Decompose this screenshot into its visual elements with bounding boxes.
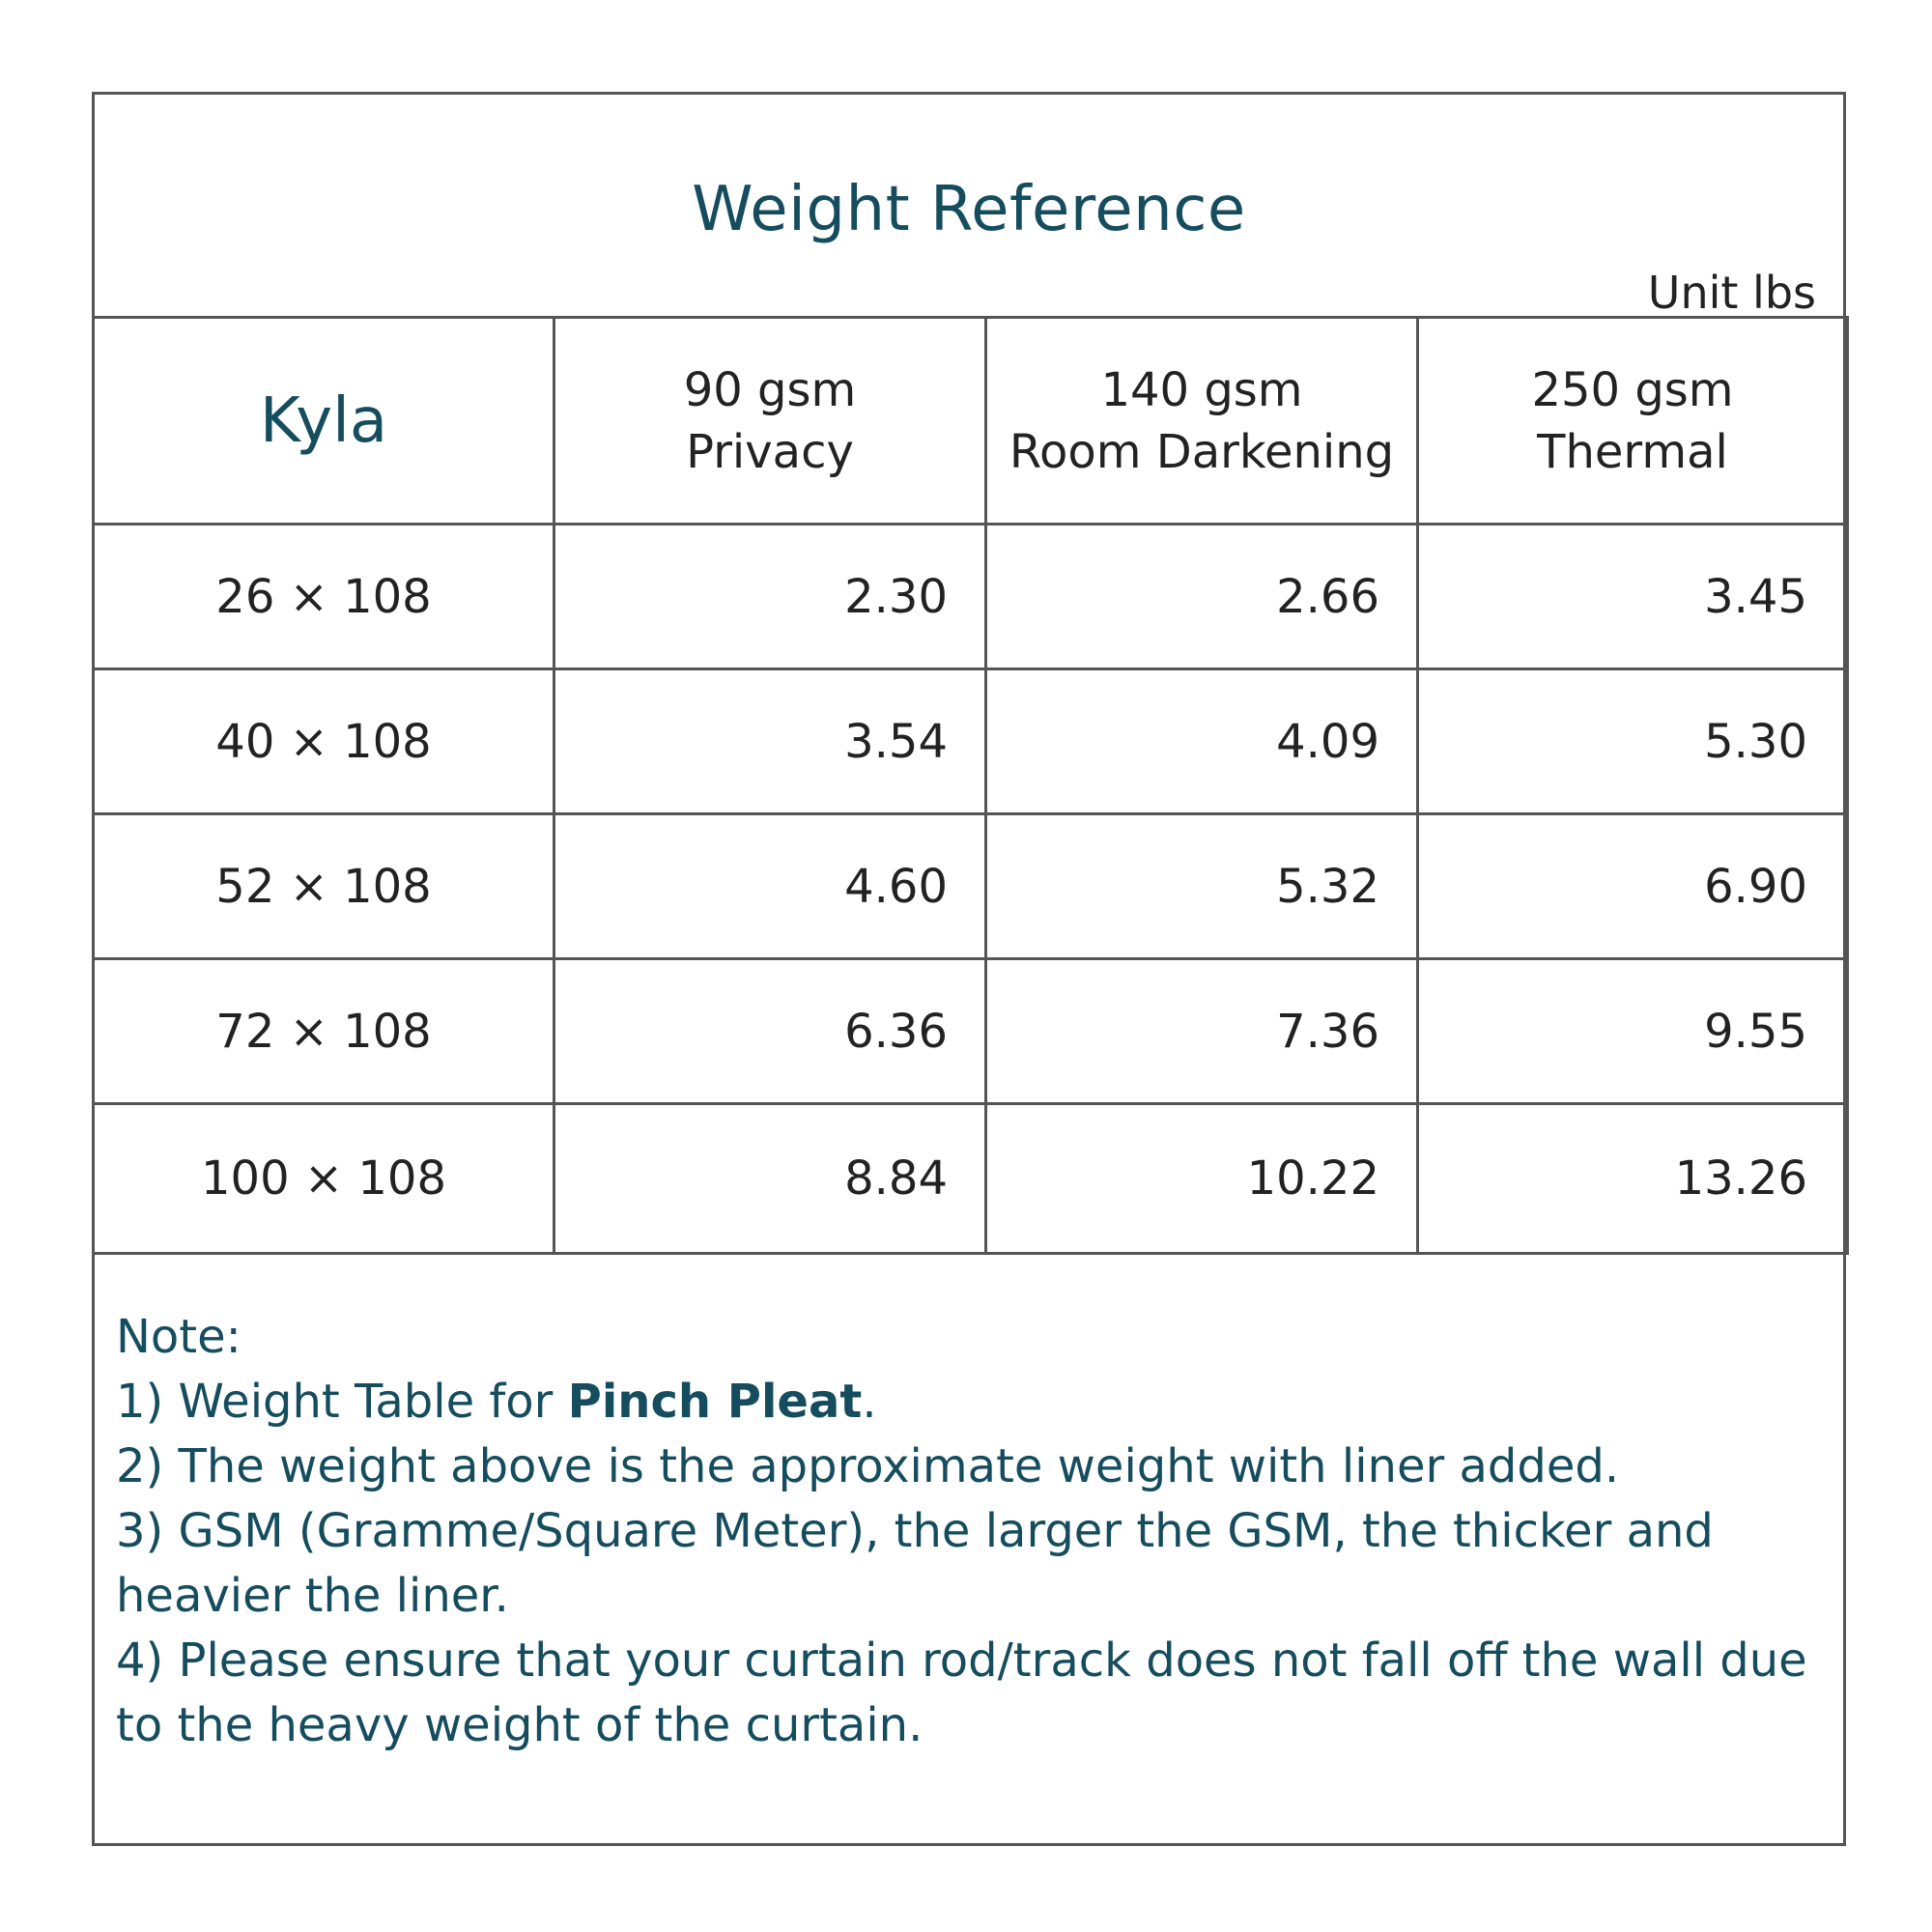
column-header-gsm: 250 gsm (1531, 362, 1734, 417)
weight-cell: 5.30 (1416, 668, 1849, 815)
weight-cell: 9.55 (1416, 957, 1849, 1105)
note-item-1-prefix: 1) Weight Table for (116, 1375, 568, 1429)
column-header-gsm: 140 gsm (1100, 362, 1303, 417)
note-item-4: 4) Please ensure that your curtain rod/t… (116, 1634, 1807, 1752)
note-item-1-emphasis: Pinch Pleat (567, 1375, 863, 1429)
weight-cell: 6.36 (553, 957, 987, 1105)
size-cell: 52 × 108 (92, 812, 555, 960)
unit-label: Unit lbs (1647, 267, 1816, 319)
size-cell: 26 × 108 (92, 523, 555, 670)
weight-cell: 2.66 (984, 523, 1419, 670)
weight-cell: 2.30 (553, 523, 987, 670)
table-row: 52 × 108 4.60 5.32 6.90 (92, 812, 1849, 960)
table-row: 40 × 108 3.54 4.09 5.30 (92, 668, 1849, 815)
notes-heading: Note: (116, 1310, 242, 1364)
weight-cell: 8.84 (553, 1102, 987, 1255)
note-item-1-suffix: . (862, 1375, 877, 1429)
column-header-room-darkening: 140 gsm Room Darkening (984, 316, 1419, 526)
size-cell: 72 × 108 (92, 957, 555, 1105)
column-header-type: Thermal (1537, 424, 1728, 479)
page-title: Weight Reference (692, 174, 1246, 245)
notes-section: Note: 1) Weight Table for Pinch Pleat. 2… (116, 1305, 1822, 1758)
size-cell: 40 × 108 (92, 668, 555, 815)
table-row: 72 × 108 6.36 7.36 9.55 (92, 957, 1849, 1105)
table-row: 26 × 108 2.30 2.66 3.45 (92, 523, 1849, 670)
weight-cell: 4.09 (984, 668, 1419, 815)
column-header-type: Privacy (686, 424, 854, 479)
note-item-2: 2) The weight above is the approximate w… (116, 1439, 1620, 1493)
column-header-privacy: 90 gsm Privacy (553, 316, 987, 526)
table-row: 100 × 108 8.84 10.22 13.26 (92, 1102, 1849, 1255)
weight-cell: 10.22 (984, 1102, 1419, 1255)
weight-cell: 3.54 (553, 668, 987, 815)
note-item-1: 1) Weight Table for Pinch Pleat. (116, 1370, 1822, 1435)
weight-cell: 5.32 (984, 812, 1419, 960)
product-name: Kyla (92, 316, 555, 526)
size-cell: 100 × 108 (92, 1102, 555, 1255)
table-header-row: Kyla 90 gsm Privacy 140 gsm Room Darkeni… (92, 316, 1849, 526)
column-header-thermal: 250 gsm Thermal (1416, 316, 1849, 526)
column-header-gsm: 90 gsm (683, 362, 857, 417)
weight-cell: 4.60 (553, 812, 987, 960)
column-header-type: Room Darkening (1009, 424, 1395, 479)
weight-table: Kyla 90 gsm Privacy 140 gsm Room Darkeni… (92, 316, 1849, 1255)
weight-cell: 3.45 (1416, 523, 1849, 670)
weight-cell: 13.26 (1416, 1102, 1849, 1255)
weight-reference-card: Weight Reference Unit lbs Kyla 90 gsm Pr… (92, 92, 1849, 1846)
weight-cell: 6.90 (1416, 812, 1849, 960)
weight-cell: 7.36 (984, 957, 1419, 1105)
note-item-3: 3) GSM (Gramme/Square Meter), the larger… (116, 1504, 1714, 1623)
